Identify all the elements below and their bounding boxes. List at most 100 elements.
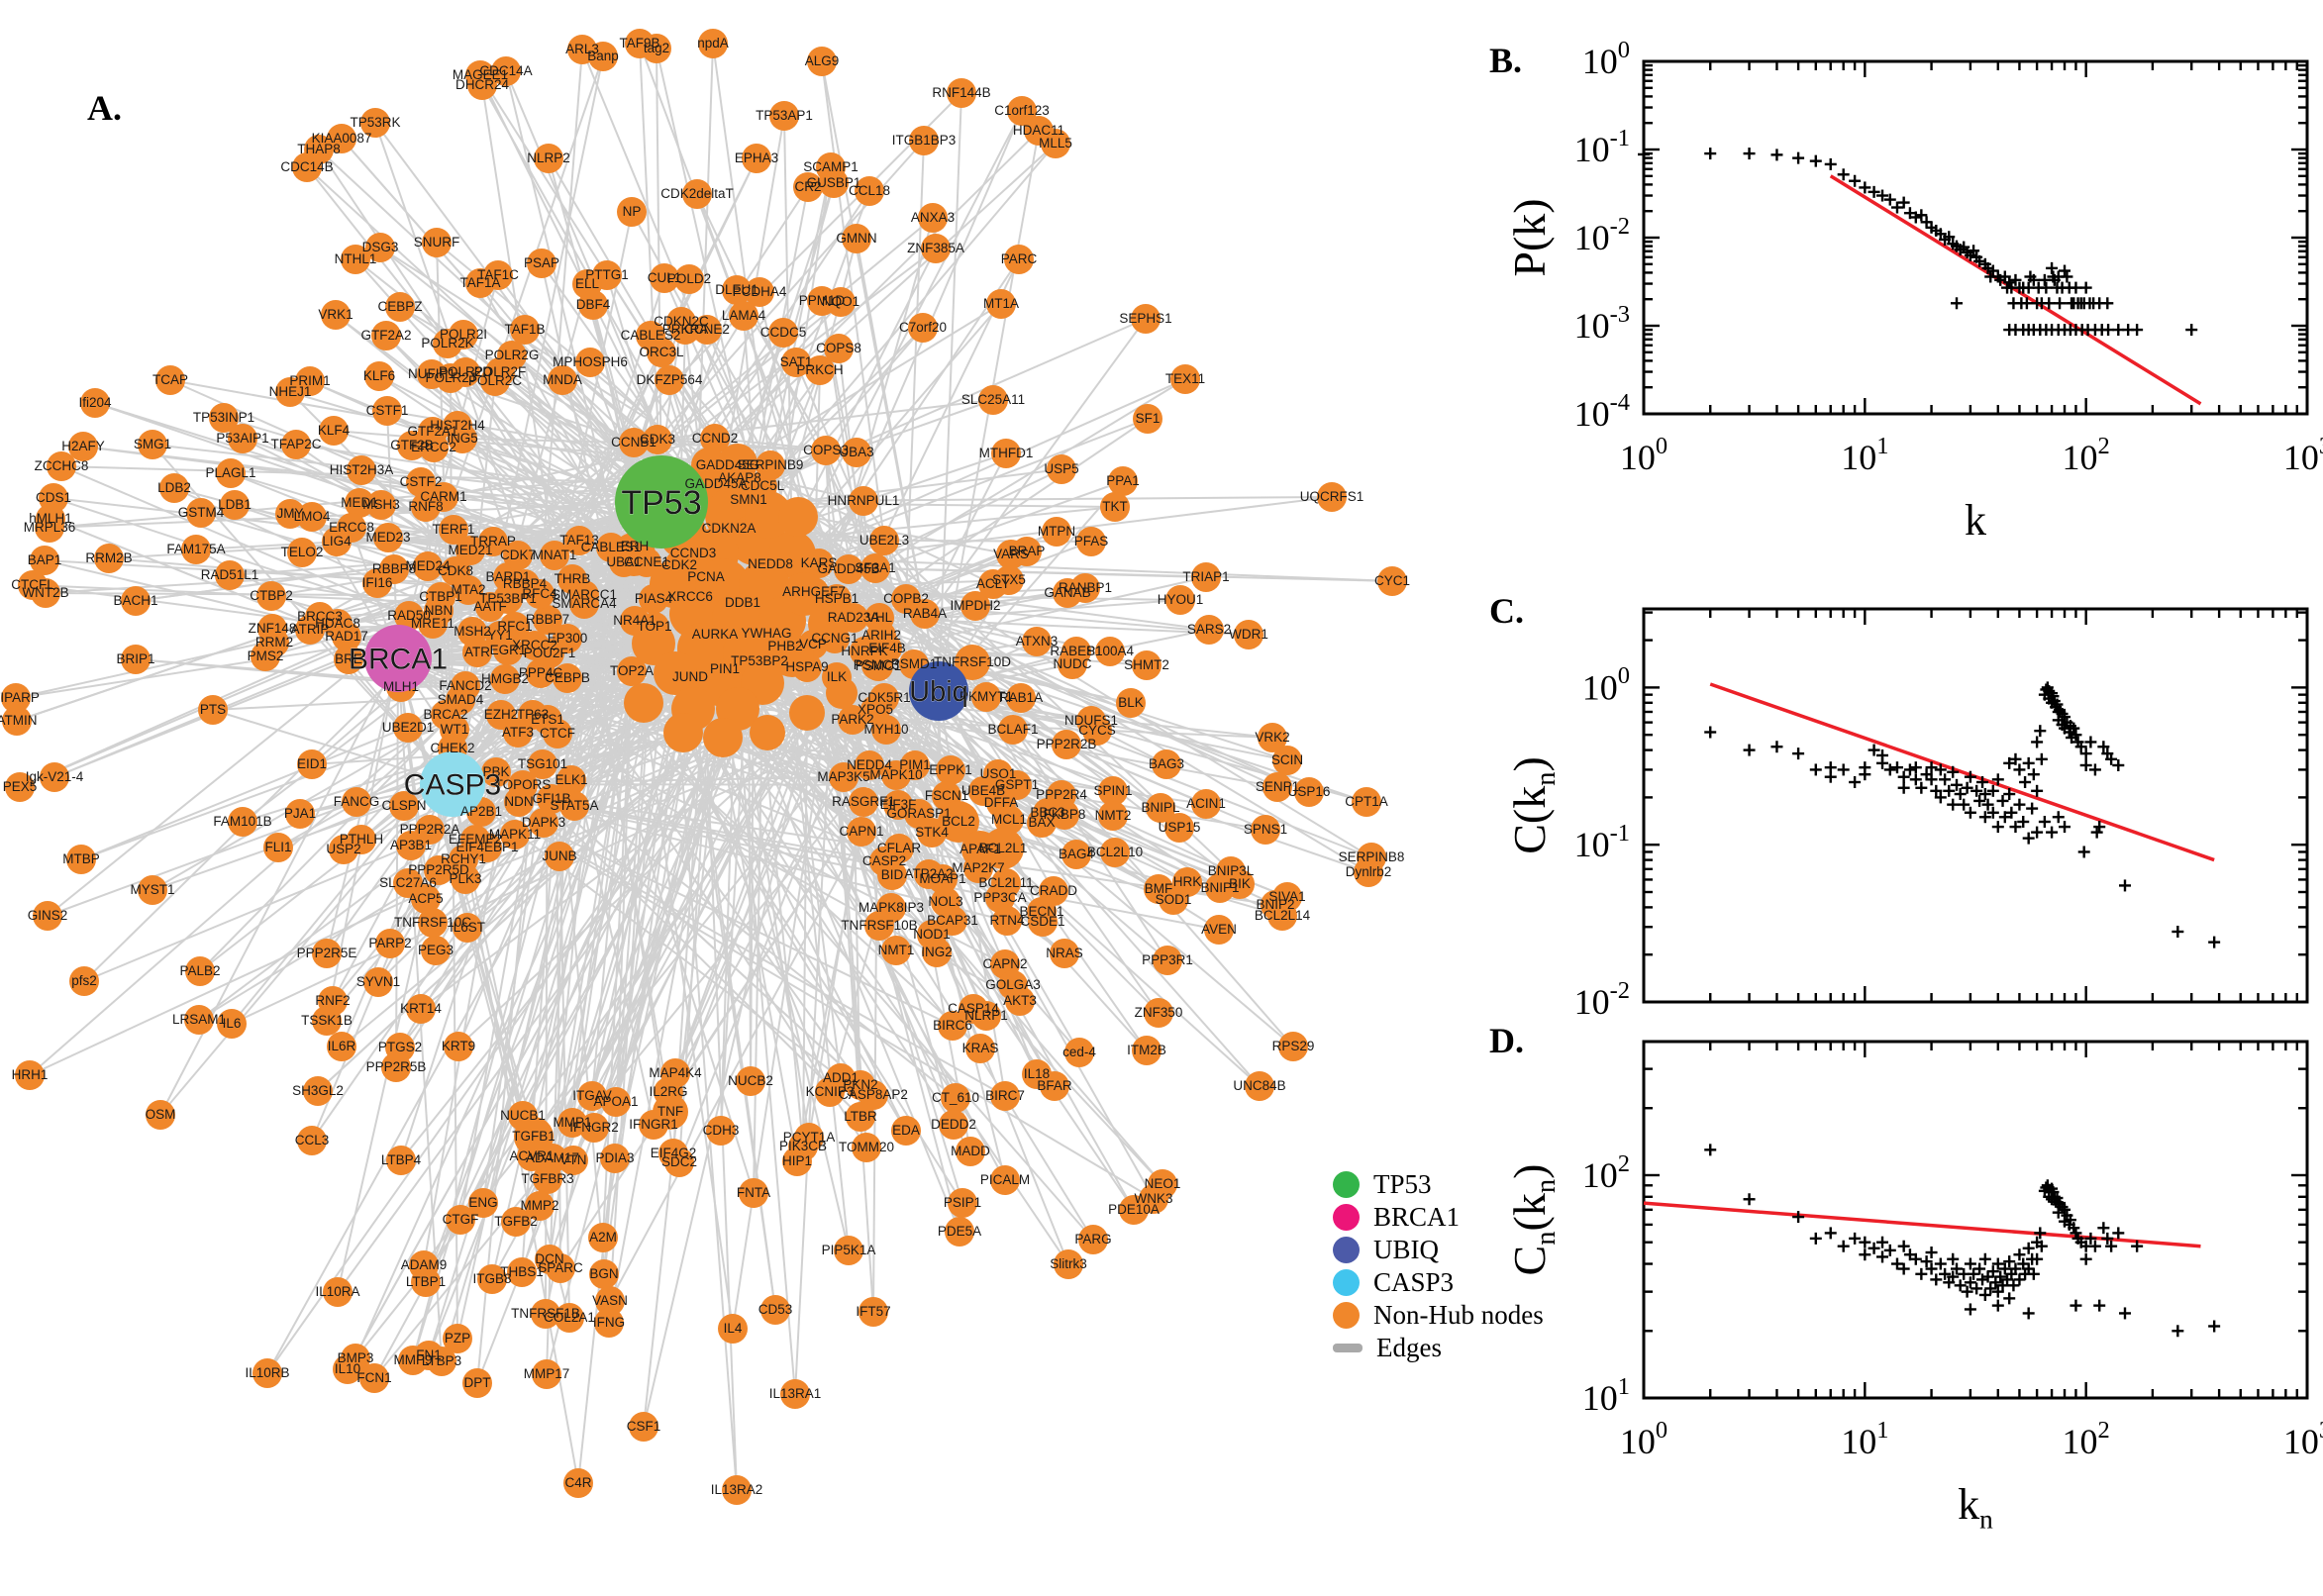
- network-node: [594, 1308, 624, 1338]
- network-node: [674, 264, 704, 294]
- network-node: [1108, 466, 1138, 496]
- network-node: [1116, 688, 1146, 718]
- network-node: [228, 807, 257, 837]
- network-node: [446, 1205, 475, 1235]
- network-node: [760, 1295, 790, 1325]
- network-node: [1022, 627, 1052, 656]
- network-edge: [702, 648, 738, 1491]
- network-node: [978, 385, 1008, 415]
- fit-line: [1829, 174, 2202, 406]
- network-node: [31, 578, 60, 608]
- network-node: [563, 1468, 593, 1498]
- network-node: [493, 636, 523, 665]
- network-node: [1245, 1071, 1274, 1101]
- network-node: [381, 1052, 411, 1082]
- network-node: [30, 546, 59, 575]
- hub-node-tp53: [615, 455, 708, 549]
- network-node-label: NTHL1: [335, 251, 377, 266]
- network-node: [411, 1267, 441, 1297]
- network-node-label: POLR2F: [474, 364, 527, 379]
- network-node: [5, 772, 35, 802]
- tick-label: 101: [1841, 1417, 1888, 1461]
- network-node: [433, 329, 462, 358]
- network-node: [793, 172, 823, 202]
- network-node-label: HDAC11: [1013, 123, 1064, 138]
- legend-item: Edges: [1333, 1332, 1544, 1364]
- network-node-label: PRIM1: [289, 373, 330, 388]
- network-node-label: POLR2I: [440, 327, 487, 342]
- network-node: [1267, 901, 1297, 931]
- network-node: [1076, 527, 1106, 556]
- network-node-label: CDC14A: [479, 63, 532, 78]
- network-node: [965, 1034, 995, 1063]
- network-node: [371, 321, 401, 350]
- network-node: [256, 581, 286, 611]
- network-node: [1004, 245, 1034, 274]
- network-node: [94, 544, 124, 573]
- network-node: [824, 334, 854, 363]
- network-node: [275, 377, 305, 407]
- network-node: [1216, 856, 1246, 886]
- network-node-label: CABLES2: [621, 328, 681, 343]
- network-node: [982, 828, 1024, 869]
- legend-label: Non-Hub nodes: [1373, 1300, 1544, 1330]
- network-node: [990, 1081, 1020, 1111]
- network-node: [1354, 857, 1383, 887]
- network-node: [501, 1207, 531, 1237]
- network-node: [1098, 801, 1128, 831]
- network-node: [406, 467, 436, 497]
- network-node: [1146, 793, 1175, 823]
- network-node: [546, 1253, 575, 1283]
- network-node: [553, 663, 582, 693]
- network-node: [789, 695, 825, 731]
- network-node: [921, 234, 951, 263]
- plot-B: 100 101 102 103 100 10-1 10-2 10-3 10-4 P(k) k: [1504, 37, 2323, 545]
- plot-C: 100 10-1 10-2 C(kn​): [1504, 607, 2309, 1022]
- network-node: [1170, 364, 1200, 394]
- network-node-label: MLL5: [1039, 136, 1072, 150]
- network-node: [68, 432, 98, 461]
- legend-item: UBIQ: [1333, 1234, 1544, 1266]
- network-node-label: JMY: [277, 506, 304, 521]
- network-node-label: PRKCH: [796, 362, 843, 377]
- network-node-label: TAF1C: [477, 267, 519, 282]
- network-node-label: CUL1: [648, 270, 682, 285]
- legend-item: Non-Hub nodes: [1333, 1299, 1544, 1332]
- network-node-label: THAP8: [297, 142, 341, 156]
- network-node: [745, 491, 792, 539]
- plot-frame: [1642, 607, 2309, 1004]
- plot-ticks: [1642, 59, 2309, 416]
- network-node: [418, 908, 448, 938]
- plot-frame: [1642, 1040, 2309, 1400]
- legend-node-swatch: [1333, 1237, 1360, 1263]
- network-edge: [609, 690, 940, 1302]
- plot-tick-labels: 100 10-1 10-2: [1574, 662, 1630, 1022]
- network-node: [1132, 1036, 1162, 1065]
- network-node: [393, 713, 423, 743]
- network-node: [275, 499, 305, 529]
- network-node-label: MED24: [405, 558, 451, 573]
- network-node: [1164, 813, 1194, 843]
- network-node: [503, 718, 533, 748]
- network-node: [718, 444, 758, 483]
- network-node: [413, 551, 443, 581]
- network-node-label: KLF6: [363, 368, 395, 383]
- network-node-label: CDKN2C: [654, 314, 709, 329]
- network-edge: [354, 697, 885, 1359]
- network-node: [663, 713, 703, 752]
- network-node: [451, 864, 480, 894]
- network-edge: [549, 652, 610, 1324]
- network-node: [455, 536, 485, 565]
- network-node: [860, 553, 890, 583]
- network-edge: [428, 634, 716, 1356]
- network-node-label: CCDC5: [760, 325, 807, 340]
- tick-label: 10-2: [1574, 213, 1630, 257]
- y-axis-title: P(k): [1504, 198, 1555, 276]
- network-node-label: TP53RK: [350, 115, 400, 130]
- network-node: [285, 799, 315, 829]
- legend-label: CASP3: [1373, 1267, 1455, 1297]
- network-node: [1064, 1038, 1094, 1067]
- network-node: [639, 1110, 668, 1140]
- network-node: [682, 179, 712, 209]
- network-node: [938, 1011, 967, 1041]
